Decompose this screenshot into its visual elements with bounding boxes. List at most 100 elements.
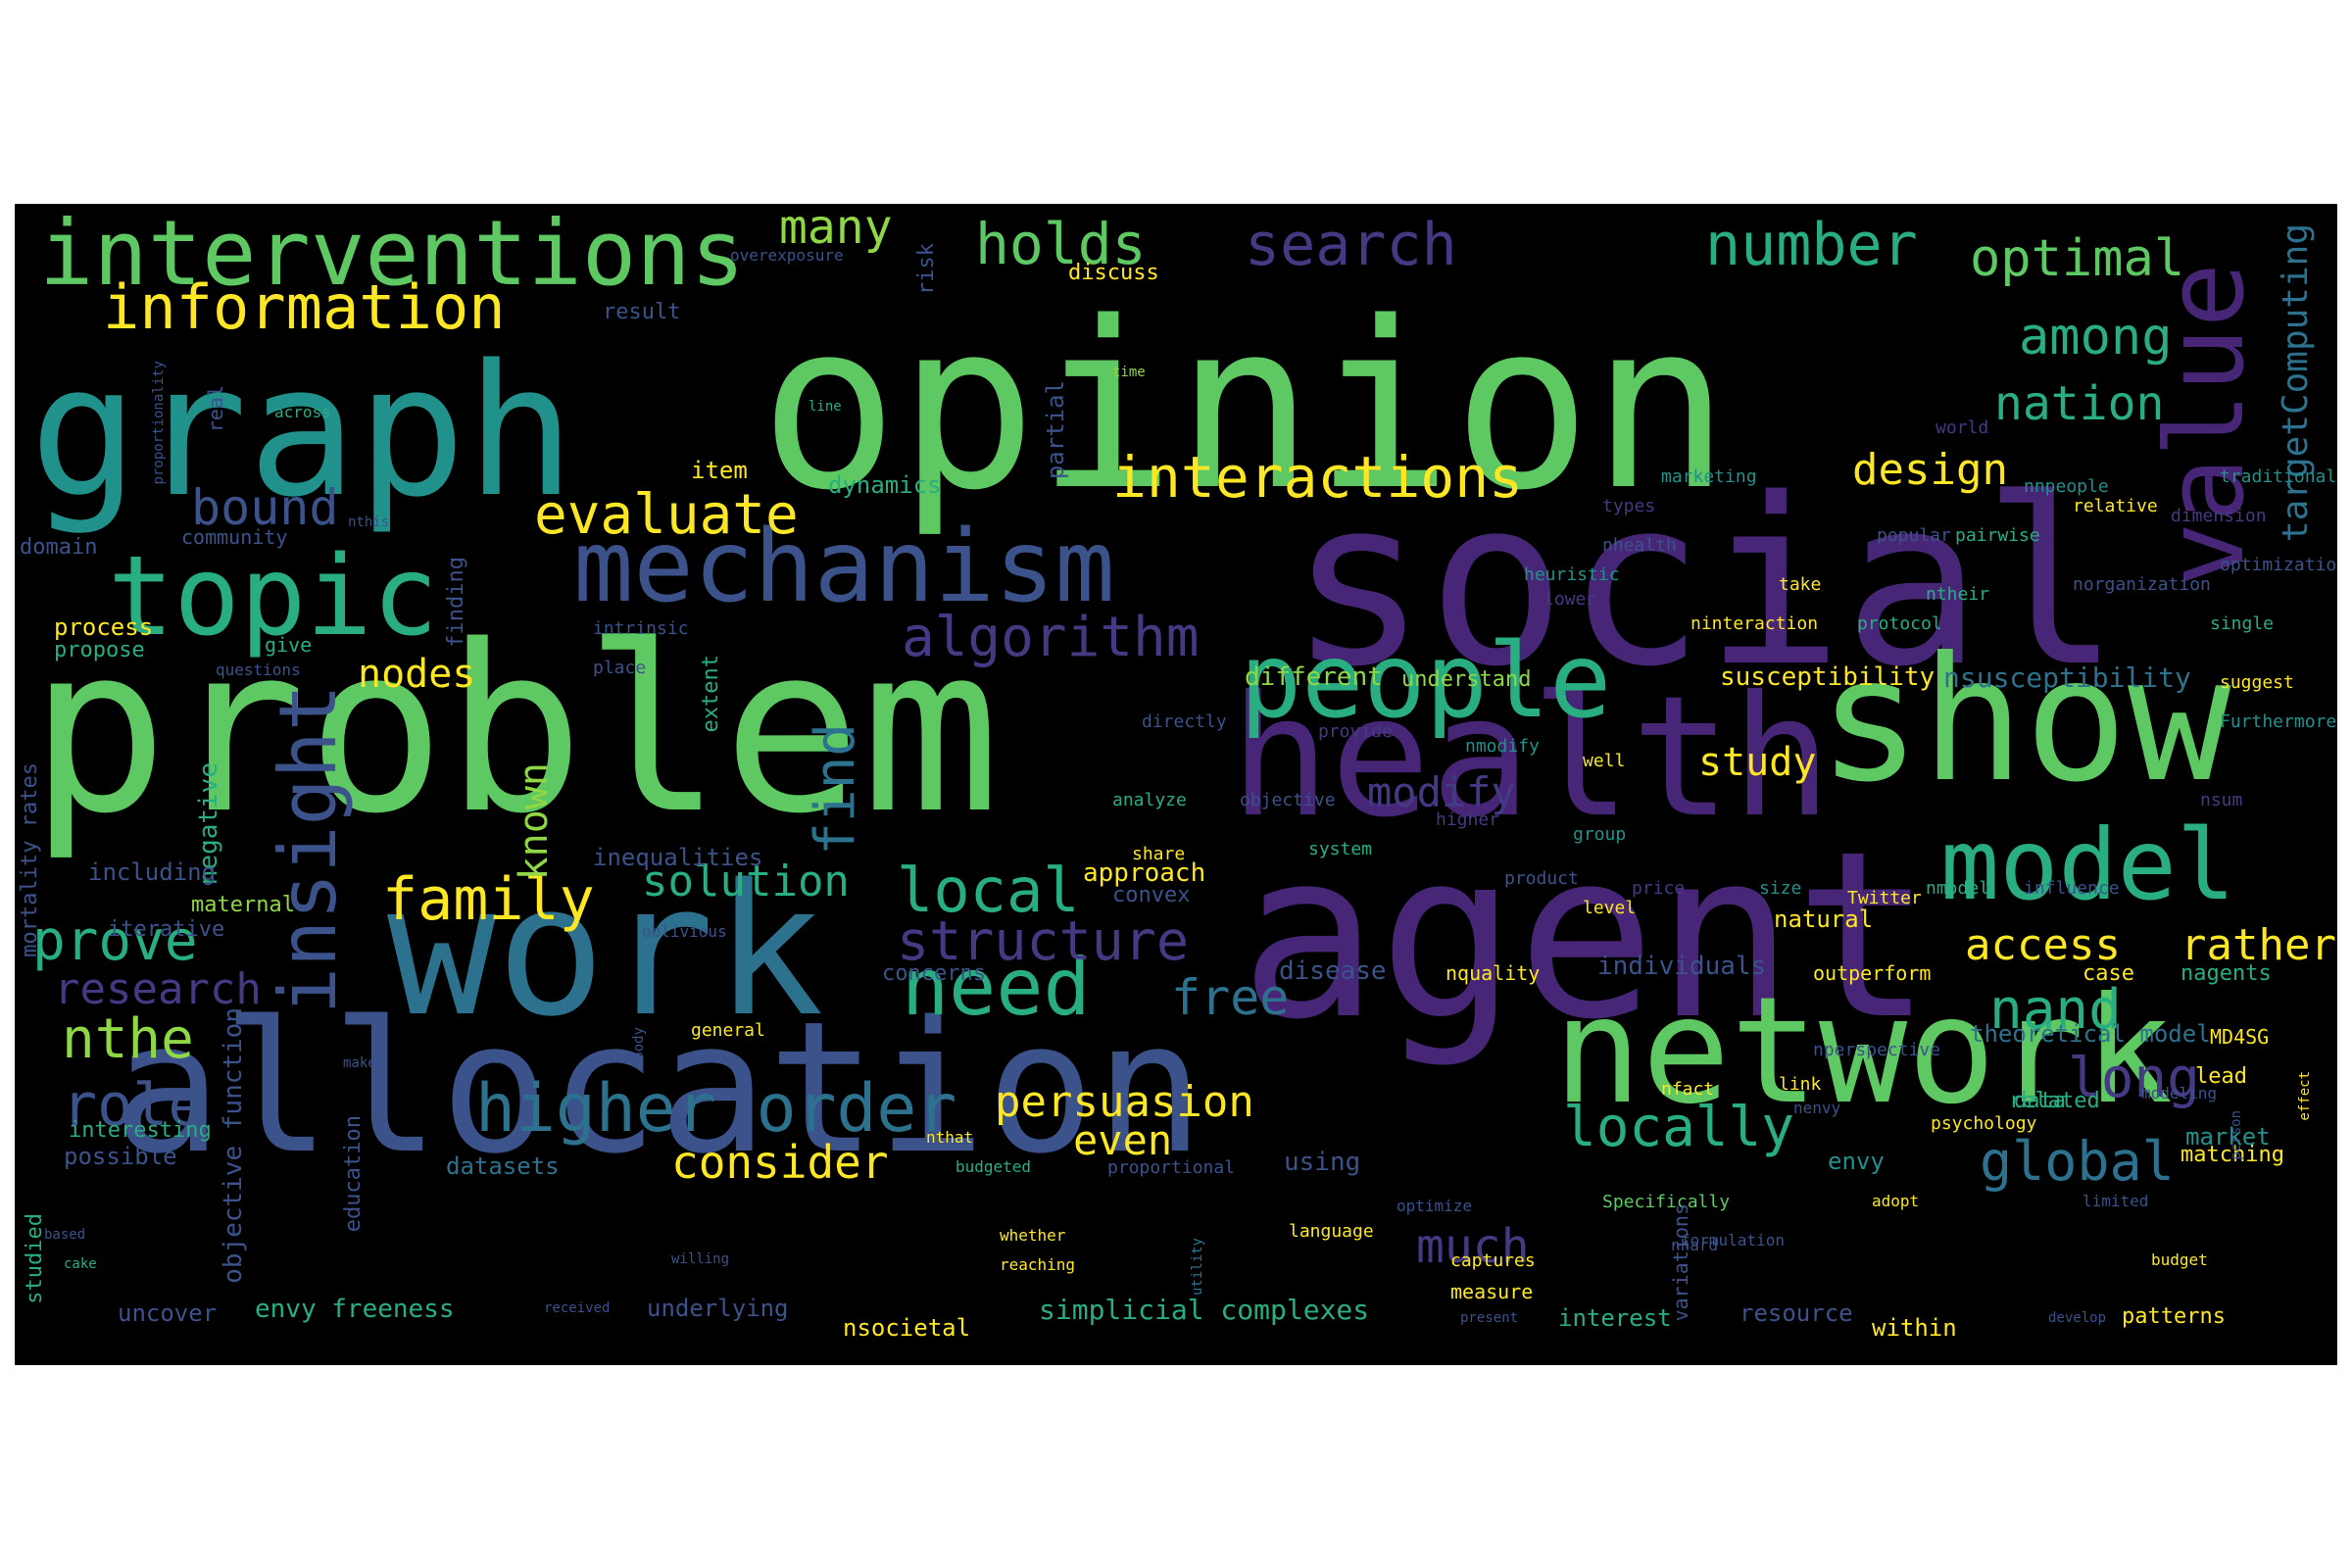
word-lower: lower	[1544, 589, 1597, 610]
word-much: much	[1416, 1219, 1530, 1274]
word-traditional: traditional	[2220, 466, 2337, 487]
word-nquality: nquality	[1446, 961, 1541, 985]
word-product: product	[1504, 868, 1579, 889]
word-item: item	[691, 457, 748, 484]
word-develop: develop	[2048, 1310, 2107, 1326]
word-ninteraction: ninteraction	[1690, 613, 1819, 634]
word-limited: limited	[2082, 1192, 2149, 1210]
word-interest: interest	[1558, 1304, 1672, 1332]
word-opinion: opinion	[760, 273, 1731, 541]
word-agent: agent	[1240, 803, 1934, 1070]
word-domain: domain	[20, 535, 98, 560]
word-directly: directly	[1142, 711, 1227, 732]
word-modeling: modeling	[2141, 1084, 2218, 1102]
word-nnpeople: nnpeople	[2024, 476, 2109, 497]
word-consider: consider	[671, 1136, 889, 1189]
word-well: well	[1583, 751, 1626, 771]
word-case: case	[2082, 961, 2134, 986]
word-concerns: concerns	[882, 961, 986, 986]
word-twitter: Twitter	[1847, 888, 1922, 908]
word-approach: approach	[1083, 858, 1206, 888]
word-formulation: formulation	[1681, 1231, 1785, 1250]
word-extent: extent	[699, 655, 723, 733]
word-marketing: marketing	[1661, 466, 1757, 487]
word-proportional: proportional	[1107, 1157, 1236, 1178]
word-cake: cake	[64, 1256, 97, 1272]
word-envy: envy	[1828, 1148, 1885, 1175]
word-resource: resource	[1740, 1299, 1853, 1327]
word-topic: topic	[108, 533, 439, 661]
word-line: line	[808, 399, 842, 415]
word-outperform: outperform	[1813, 961, 1932, 985]
word-body: body	[631, 1027, 647, 1060]
word-need: need	[902, 942, 1091, 1033]
word-different: different	[1245, 662, 1383, 692]
word-budgeted: budgeted	[956, 1157, 1032, 1176]
word-variations: variations	[1669, 1203, 1692, 1322]
word-interventions: interventions	[39, 204, 746, 306]
word-level: level	[1583, 898, 1637, 918]
word-nation: nation	[1994, 376, 2165, 431]
word-partial: partial	[1042, 380, 1069, 480]
word-size: size	[1759, 878, 1802, 899]
word-patterns: patterns	[2122, 1304, 2226, 1329]
word-intrinsic: intrinsic	[593, 618, 689, 639]
word-underlying: underlying	[647, 1295, 789, 1322]
word-across: across	[274, 403, 331, 421]
word-nmodify: nmodify	[1465, 736, 1540, 757]
word-higher-order: higher order	[475, 1070, 957, 1148]
word-make: make	[343, 1055, 376, 1071]
word-study: study	[1698, 740, 1817, 785]
word-find: find	[804, 723, 867, 856]
word-global: global	[1980, 1130, 2175, 1193]
word-work: work	[387, 845, 824, 1056]
word-nthe: nthe	[62, 1007, 194, 1071]
word-dynamics: dynamics	[828, 471, 942, 499]
word-adopt: adopt	[1872, 1192, 1920, 1210]
word-including: including	[88, 858, 217, 886]
word-group: group	[1573, 824, 1627, 845]
word-result: result	[603, 300, 681, 324]
word-graph: graph	[29, 325, 575, 537]
word-dimension: dimension	[2171, 506, 2267, 526]
word-nhealth: nhealth	[1602, 535, 1677, 556]
word-captures: captures	[1450, 1250, 1536, 1271]
word-ntheir: ntheir	[1926, 584, 1990, 605]
word-relative: relative	[2073, 496, 2158, 516]
word-information: information	[103, 271, 506, 343]
word-matching: matching	[2180, 1143, 2284, 1167]
word-susceptibility: susceptibility	[1720, 662, 1936, 692]
word-nagents: nagents	[2180, 961, 2272, 986]
word-effect: effect	[2297, 1071, 2313, 1121]
word-envy-freeness: envy freeness	[255, 1295, 455, 1324]
word-social: social	[1289, 450, 2121, 717]
word-nthat: nthat	[926, 1128, 974, 1147]
word-single: single	[2210, 613, 2275, 634]
word-process: process	[54, 613, 154, 641]
word-among: among	[2019, 308, 2173, 367]
word-algorithm: algorithm	[902, 606, 1200, 669]
word-maternal: maternal	[191, 893, 295, 917]
word-evaluate: evaluate	[534, 483, 799, 547]
word-locally: locally	[1563, 1096, 1795, 1159]
word-research: research	[54, 964, 262, 1014]
word-uncover: uncover	[118, 1299, 218, 1327]
word-data: data	[2014, 1089, 2066, 1113]
word-nsum: nsum	[2200, 790, 2243, 810]
word-optimal: optimal	[1970, 229, 2185, 288]
word-general: general	[691, 1020, 765, 1041]
word-possible: possible	[64, 1143, 177, 1170]
word-design: design	[1852, 445, 2008, 495]
word-nenvy: nenvy	[1793, 1099, 1841, 1117]
word-problem: problem	[29, 597, 1001, 864]
word-mechanism: mechanism	[573, 509, 1115, 625]
word-overexposure: overexposure	[730, 246, 844, 265]
word-access: access	[1965, 920, 2121, 970]
word-nodes: nodes	[358, 652, 476, 697]
word-utility: utility	[1190, 1238, 1205, 1297]
word-many: many	[779, 204, 893, 255]
word-persuasion: persuasion	[995, 1077, 1254, 1127]
word-protocol: protocol	[1857, 613, 1942, 634]
word-nthis: nthis	[348, 514, 390, 530]
word-higher: higher	[1436, 809, 1500, 830]
